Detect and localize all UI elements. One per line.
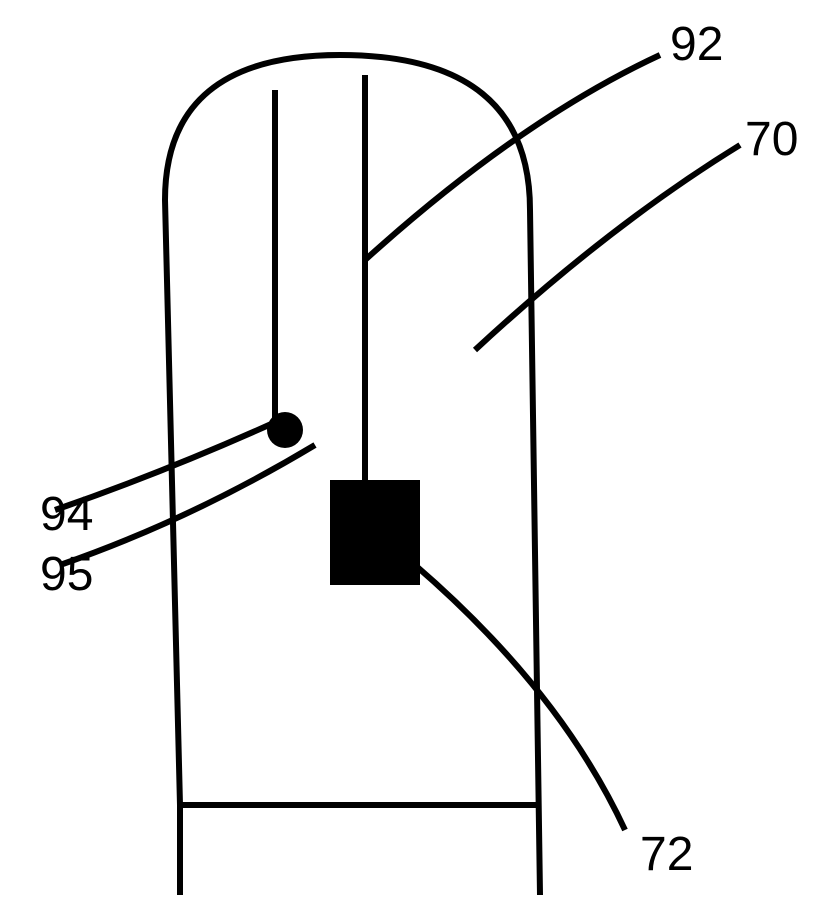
finger-outline [165,55,540,895]
leader-72 [415,565,625,830]
label-92: 92 [670,18,723,71]
diagram-svg: 92 70 72 94 95 [0,0,837,901]
sensor-block [330,480,420,585]
sensor-dot [267,412,303,448]
label-70: 70 [745,113,798,166]
leader-70 [475,145,740,350]
label-95: 95 [40,548,93,601]
label-72: 72 [640,828,693,881]
label-94: 94 [40,488,93,541]
